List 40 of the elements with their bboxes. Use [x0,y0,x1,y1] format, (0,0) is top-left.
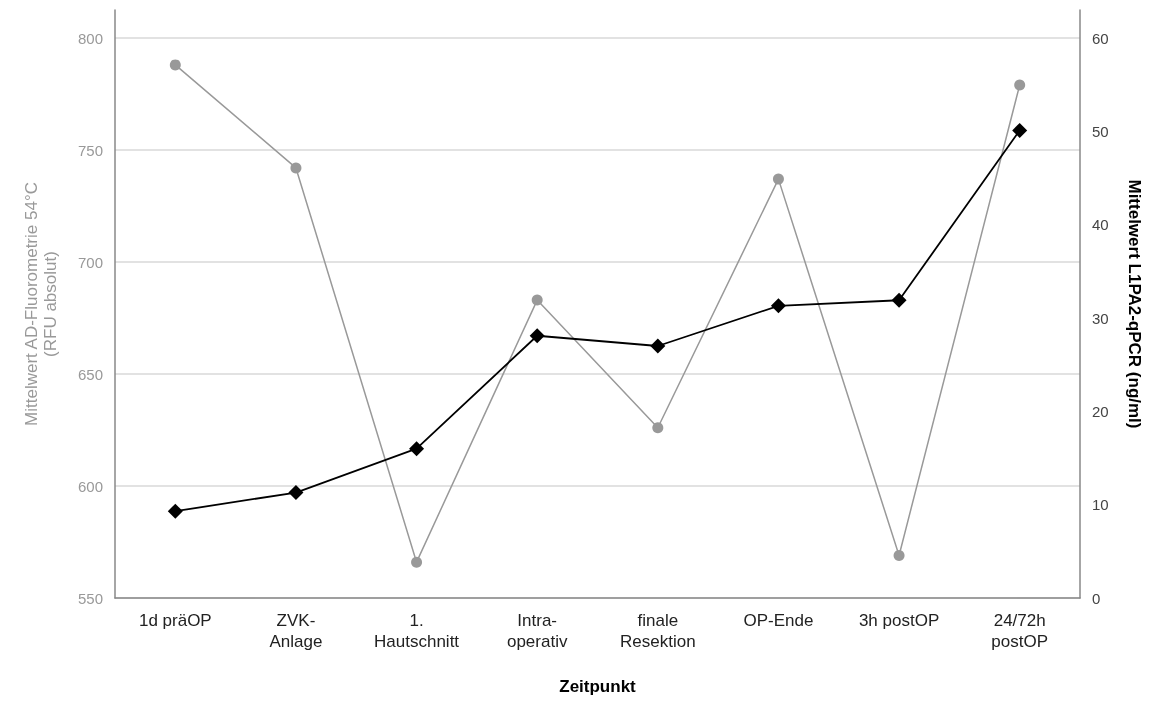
y2-axis-title: Mittelwert L1PA2-qPCR (ng/ml) [1125,179,1144,429]
point [529,328,545,344]
y-tick-label: 750 [77,141,103,159]
point [652,422,664,434]
point [772,173,784,185]
point [531,294,543,306]
x-tick-label: OP-Ende [743,611,814,630]
y-axis-title: Mittelwert AD-Fluorometrie 54°C (RFU absolut) [22,182,60,426]
x-tick-label: 1. Hautschnitt [374,611,460,651]
y2-tick-label: 10 [1092,496,1109,514]
point [167,503,183,519]
y-tick-label: 700 [77,253,103,271]
point [288,485,304,501]
y-tick-label: 550 [77,589,103,607]
point [1012,122,1028,138]
x-tick-label: finale Resektion [620,611,696,651]
point [893,549,905,561]
point [409,441,425,457]
y2-tick-label: 20 [1092,402,1109,420]
point [169,59,181,71]
x-tick-label: 24/72h postOP [991,611,1049,651]
y2-tick-label: 0 [1092,589,1101,607]
x-tick-label: 3h postOP [858,611,940,630]
y2-tick-label: 30 [1092,309,1109,327]
y-tick-label: 650 [77,365,103,383]
y-tick-label: 600 [77,477,103,495]
y2-tick-label: 50 [1092,122,1109,140]
point [290,162,302,174]
y-tick-label: 800 [77,29,103,47]
y2-tick-label: 60 [1092,29,1109,47]
x-tick-label: 1d präOP [138,611,212,630]
y2-tick-label: 40 [1092,216,1109,234]
point [650,338,666,354]
point [411,556,423,568]
point [1014,79,1026,91]
point [770,298,786,314]
x-tick-label: ZVK- Anlage [269,611,323,651]
x-axis-title: Zeitpunkt [559,677,637,696]
x-tick-label: Intra- operativ [506,611,568,651]
point [891,292,907,308]
